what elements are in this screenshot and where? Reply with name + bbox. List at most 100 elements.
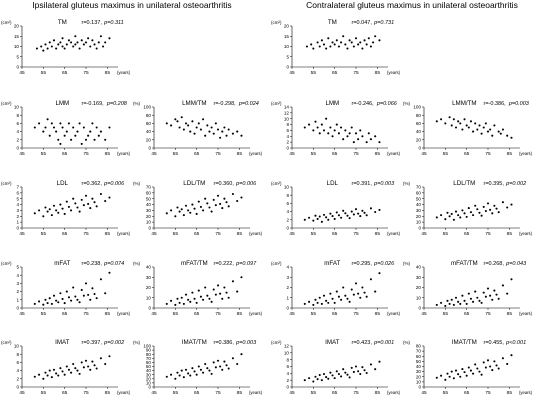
- y-tick-label: 2: [16, 214, 19, 219]
- data-point: [55, 372, 58, 375]
- data-point: [484, 295, 487, 298]
- data-point: [93, 293, 96, 296]
- data-point: [72, 45, 75, 48]
- data-point: [367, 132, 370, 135]
- y-tick-label: 90: [146, 348, 152, 353]
- data-point: [189, 300, 192, 303]
- y-tick-label: 80: [146, 113, 152, 118]
- y-unit-label: (%): [403, 261, 410, 266]
- data-point: [197, 289, 200, 292]
- y-tick-label: 0: [286, 226, 289, 231]
- data-point: [208, 130, 211, 133]
- x-unit-label: (years): [387, 390, 401, 395]
- x-tick-label: 45: [151, 390, 157, 396]
- x-tick-label: 65: [332, 390, 338, 396]
- y-tick-label: 6: [286, 201, 289, 206]
- data-point: [78, 372, 81, 375]
- data-point: [365, 371, 368, 375]
- data-point: [346, 135, 349, 138]
- y-tick-label: 0: [148, 306, 151, 311]
- data-point: [472, 300, 475, 303]
- data-point: [178, 126, 181, 129]
- data-point: [374, 135, 377, 138]
- data-point: [70, 371, 73, 374]
- data-point: [322, 294, 326, 297]
- data-point: [84, 282, 88, 285]
- data-point: [59, 142, 62, 145]
- stat-r: r=-0.386,: [484, 101, 507, 107]
- panel-title: IMAT: [55, 339, 70, 346]
- data-point: [184, 368, 188, 371]
- data-point: [474, 290, 477, 293]
- data-point: [50, 302, 53, 305]
- x-tick-label: 75: [83, 231, 89, 237]
- x-tick-label: 55: [443, 231, 449, 237]
- x-tick-label: 65: [464, 390, 470, 396]
- data-point: [212, 132, 215, 135]
- data-point: [308, 377, 311, 380]
- y-tick-label: 6: [286, 128, 289, 133]
- data-point: [61, 37, 64, 40]
- data-point: [469, 211, 472, 214]
- data-point: [378, 360, 381, 363]
- data-point: [46, 47, 49, 50]
- x-unit-label: (years): [387, 311, 401, 316]
- data-point: [337, 45, 340, 48]
- data-point: [42, 377, 45, 380]
- y-unit-label: (cm²): [1, 181, 12, 186]
- data-point: [465, 215, 468, 218]
- x-tick-label: 85: [105, 231, 111, 237]
- y-tick-label: 60: [146, 121, 152, 126]
- y-unit-label: (cm²): [271, 20, 282, 25]
- data-point: [361, 286, 364, 289]
- stat-r: r=0.362,: [82, 181, 103, 187]
- data-point: [108, 37, 111, 40]
- data-point: [350, 288, 353, 291]
- data-point: [87, 134, 90, 137]
- x-tick-label: 55: [311, 390, 317, 396]
- data-point: [231, 132, 234, 135]
- y-unit-label: (cm²): [271, 261, 282, 266]
- data-point: [348, 39, 351, 42]
- data-point: [312, 129, 315, 132]
- x-tick-label: 45: [19, 70, 25, 76]
- data-point: [320, 39, 323, 42]
- stat-r: r=0.295,: [352, 261, 373, 267]
- data-point: [55, 299, 58, 302]
- data-point: [463, 212, 466, 215]
- y-tick-label: 6: [286, 364, 289, 369]
- x-tick-label: 65: [194, 311, 200, 317]
- data-point: [63, 212, 66, 215]
- data-point: [48, 297, 51, 300]
- scatter-panel: (%) mFAT/TM r=0.222, p=0.097 0 10 20 30 40 45 55 65…: [133, 260, 263, 317]
- data-point: [303, 379, 306, 382]
- data-point: [80, 198, 83, 201]
- data-point: [46, 302, 49, 305]
- data-point: [463, 371, 466, 374]
- data-point: [59, 122, 62, 125]
- stat-p: p=0.097: [235, 261, 257, 267]
- y-tick-label: 0: [16, 385, 19, 390]
- data-point: [223, 360, 226, 363]
- y-tick-label: 6: [16, 360, 19, 365]
- data-point: [95, 47, 98, 50]
- x-tick-label: 65: [62, 231, 68, 237]
- data-point: [369, 138, 372, 141]
- x-tick-label: 65: [62, 311, 68, 317]
- x-tick-label: 45: [19, 390, 25, 396]
- data-point: [216, 194, 220, 197]
- data-point: [369, 278, 372, 281]
- x-tick-label: 65: [62, 151, 68, 157]
- data-point: [65, 43, 68, 46]
- stat-p: p=0.066: [376, 101, 398, 107]
- data-point: [318, 296, 321, 299]
- y-tick-label: 40: [416, 364, 422, 369]
- stat-r: r=0.047,: [352, 20, 373, 26]
- data-point: [72, 197, 75, 200]
- x-tick-label: 85: [105, 311, 111, 317]
- data-point: [99, 357, 102, 360]
- data-point: [354, 365, 358, 368]
- data-point: [314, 120, 317, 123]
